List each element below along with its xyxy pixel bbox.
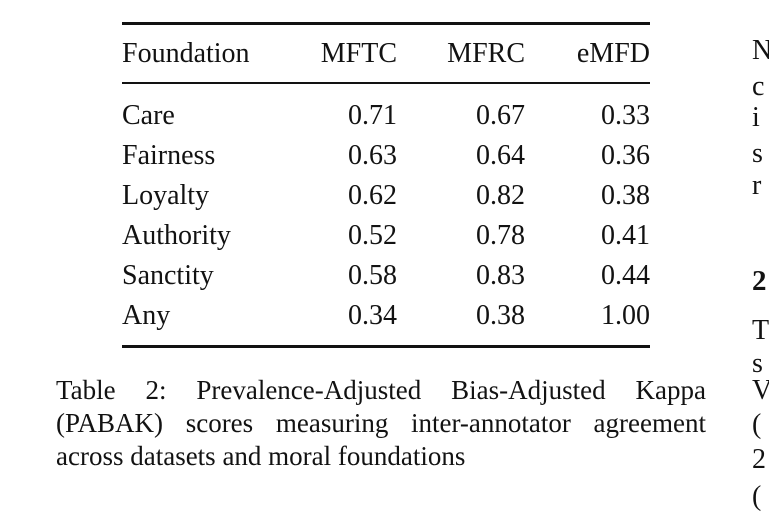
clipped-text-fragment: V — [752, 375, 769, 406]
table-header: Foundation MFTC MFRC eMFD — [122, 23, 650, 84]
score-cell: 0.33 — [601, 100, 650, 131]
clipped-text-fragment: ( — [752, 409, 762, 440]
score-cell: 0.63 — [348, 140, 397, 171]
foundation-cell: Authority — [122, 220, 231, 251]
caption-line: Table 2: Prevalence-Adjusted Bias-Adjust… — [56, 375, 706, 405]
score-cell: 0.34 — [348, 300, 397, 331]
score-cell: 0.78 — [476, 220, 525, 251]
foundation-cell: Any — [122, 300, 171, 331]
foundation-cell: Care — [122, 100, 175, 131]
table-row-fairness: Fairness 0.63 0.64 0.36 — [122, 136, 650, 176]
score-cell: 0.67 — [476, 100, 525, 131]
score-cell: 0.71 — [348, 100, 397, 131]
foundation-cell: Fairness — [122, 140, 216, 171]
clipped-text-fragment: r — [752, 170, 762, 201]
table-row-authority: Authority 0.52 0.78 0.41 — [122, 216, 650, 256]
table-row-sanctity: Sanctity 0.58 0.83 0.44 — [122, 256, 650, 296]
score-cell: 0.44 — [601, 260, 650, 291]
score-cell: 0.41 — [601, 220, 650, 251]
caption-line: (PABAK) scores measuring inter-annotator… — [56, 408, 706, 438]
score-cell: 0.52 — [348, 220, 397, 251]
pabak-scores-table: Foundation MFTC MFRC eMFD Care 0.71 0.67… — [122, 22, 650, 348]
score-cell: 0.58 — [348, 260, 397, 291]
clipped-text-fragment: T — [752, 315, 769, 346]
foundation-cell: Sanctity — [122, 260, 214, 291]
clipped-section-number-fragment: 2 — [752, 265, 767, 297]
table-caption: Table 2: Prevalence-Adjusted Bias-Adjust… — [56, 374, 706, 473]
table-row-care: Care 0.71 0.67 0.33 — [122, 83, 650, 136]
score-cell: 1.00 — [601, 300, 650, 331]
score-cell: 0.36 — [601, 140, 650, 171]
score-cell: 0.82 — [476, 180, 525, 211]
score-cell: 0.64 — [476, 140, 525, 171]
table-body: Care 0.71 0.67 0.33 Fairness 0.63 0.64 0… — [122, 83, 650, 347]
table-row-any: Any 0.34 0.38 1.00 — [122, 296, 650, 347]
clipped-text-fragment: 2 — [752, 444, 766, 475]
foundation-cell: Loyalty — [122, 180, 210, 211]
column-header-mftc: MFTC — [312, 23, 397, 84]
clipped-text-fragment: i — [752, 102, 760, 133]
table-header-row: Foundation MFTC MFRC eMFD — [122, 23, 650, 84]
score-cell: 0.83 — [476, 260, 525, 291]
clipped-text-fragment: s — [752, 138, 763, 169]
clipped-text-fragment: s — [752, 348, 763, 379]
caption-line: across datasets and moral foundations — [56, 441, 466, 471]
clipped-text-fragment: c — [752, 71, 765, 102]
score-cell: 0.62 — [348, 180, 397, 211]
clipped-text-fragment: N — [752, 35, 769, 66]
table-row-loyalty: Loyalty 0.62 0.82 0.38 — [122, 176, 650, 216]
column-header-mfrc: MFRC — [397, 23, 525, 84]
score-cell: 0.38 — [601, 180, 650, 211]
column-header-emfd: eMFD — [525, 23, 650, 84]
score-cell: 0.38 — [476, 300, 525, 331]
clipped-text-fragment: ( — [752, 481, 762, 512]
clipped-right-column: N c i s r 2 T s V ( 2 ( — [752, 0, 769, 512]
column-header-foundation: Foundation — [122, 23, 312, 84]
